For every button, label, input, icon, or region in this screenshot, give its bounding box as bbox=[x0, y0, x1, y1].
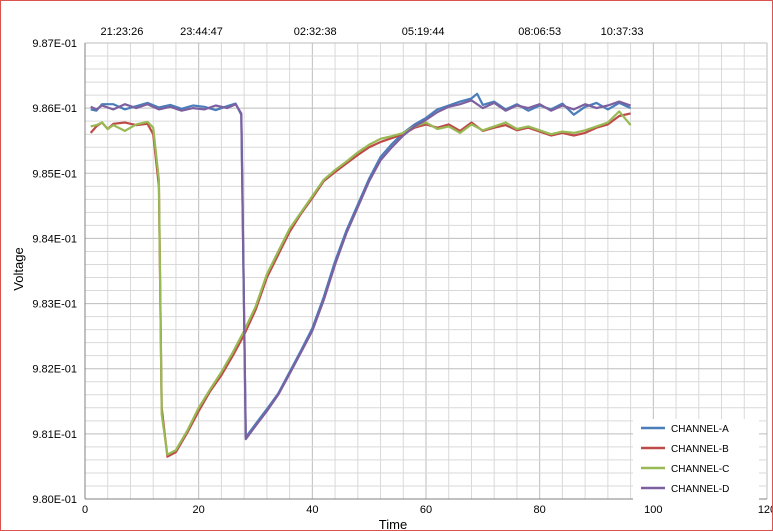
y-axis-title: Voltage bbox=[11, 247, 26, 290]
series-line-channel-a bbox=[90, 92, 632, 439]
time-label: 10:37:33 bbox=[601, 26, 644, 38]
x-tick-label: 0 bbox=[82, 504, 88, 516]
y-tick-label: 9.84E-01 bbox=[32, 233, 77, 245]
y-tick-label: 9.87E-01 bbox=[32, 38, 77, 50]
time-label: 05:19:44 bbox=[402, 26, 445, 38]
legend-label: CHANNEL-B bbox=[671, 444, 729, 455]
series-line-channel-d bbox=[90, 99, 631, 441]
y-tick-label: 9.80E-01 bbox=[32, 494, 77, 506]
legend: CHANNEL-A CHANNEL-B CHANNEL-C CHANNEL-D bbox=[633, 419, 759, 505]
y-tick-label: 9.82E-01 bbox=[32, 364, 77, 376]
legend-label: CHANNEL-C bbox=[671, 464, 729, 475]
series-line-channel-c bbox=[90, 110, 632, 456]
legend-label: CHANNEL-D bbox=[671, 484, 729, 495]
y-tick-label: 9.85E-01 bbox=[32, 168, 77, 180]
x-axis-title: Time bbox=[379, 517, 407, 530]
series-group bbox=[89, 92, 632, 458]
labels-group: 9.80E-01 9.81E-01 9.82E-01 9.83E-01 9.84E-01… bbox=[32, 26, 772, 516]
time-label: 21:23:26 bbox=[101, 26, 144, 38]
y-tick-label: 9.81E-01 bbox=[32, 429, 77, 441]
y-tick-label: 9.83E-01 bbox=[32, 299, 77, 311]
x-tick-label: 40 bbox=[306, 504, 318, 516]
legend-label: CHANNEL-A bbox=[671, 424, 729, 435]
x-tick-label: 60 bbox=[420, 504, 432, 516]
time-label: 02:32:38 bbox=[294, 26, 337, 38]
time-label: 23:44:47 bbox=[180, 26, 223, 38]
x-tick-label: 100 bbox=[644, 504, 662, 516]
legend-background bbox=[633, 419, 759, 505]
time-label: 08:06:53 bbox=[518, 26, 561, 38]
series-line-channel-b bbox=[89, 112, 631, 458]
x-tick-label: 20 bbox=[193, 504, 205, 516]
x-tick-label: 120 bbox=[758, 504, 772, 516]
y-tick-label: 9.86E-01 bbox=[32, 103, 77, 115]
x-tick-label: 80 bbox=[534, 504, 546, 516]
